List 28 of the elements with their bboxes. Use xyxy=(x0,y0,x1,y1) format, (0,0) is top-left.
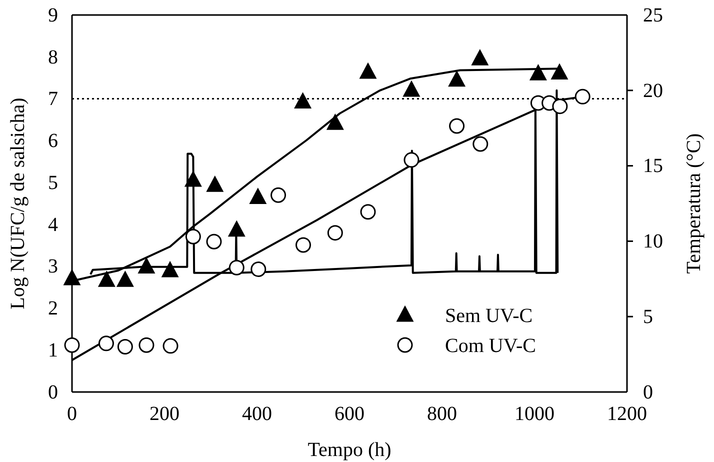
y-tick-label: 5 xyxy=(48,172,58,194)
y2-tick-label: 10 xyxy=(643,230,663,253)
y-tick-label: 9 xyxy=(48,4,58,26)
y-tick-label: 4 xyxy=(48,214,58,236)
x-tick-label: 200 xyxy=(150,403,180,426)
y-tick-label: 0 xyxy=(48,381,58,404)
y2-tick-label: 5 xyxy=(643,306,653,328)
x-tick-label: 400 xyxy=(242,403,272,426)
x-tick-label: 600 xyxy=(334,403,364,426)
x-tick-label: 800 xyxy=(427,403,457,426)
y-tick-label: 3 xyxy=(48,256,58,278)
y2-tick-label: 15 xyxy=(643,155,663,178)
y2-tick-label: 25 xyxy=(643,4,663,26)
y-tick-label: 1 xyxy=(48,340,58,362)
y-tick-label: 6 xyxy=(48,130,58,152)
y2-tick-label: 0 xyxy=(643,381,653,404)
y2-tick-label: 20 xyxy=(643,80,663,102)
x-tick-label: 1000 xyxy=(514,403,554,426)
x-tick-label: 1200 xyxy=(607,403,647,426)
y-tick-label: 8 xyxy=(48,46,58,68)
y-axis-title: Log N(UFC/g de salsicha) xyxy=(7,98,29,310)
y-tick-label: 7 xyxy=(48,88,58,110)
x-tick-label: 0 xyxy=(67,403,77,426)
x-axis-title: Tempo (h) xyxy=(308,439,392,461)
y2-axis-title: Temperatura (°C) xyxy=(683,133,705,274)
legend-label: Com UV-C xyxy=(445,335,536,357)
legend-label: Sem UV-C xyxy=(445,305,533,327)
y-tick-label: 2 xyxy=(48,298,58,320)
